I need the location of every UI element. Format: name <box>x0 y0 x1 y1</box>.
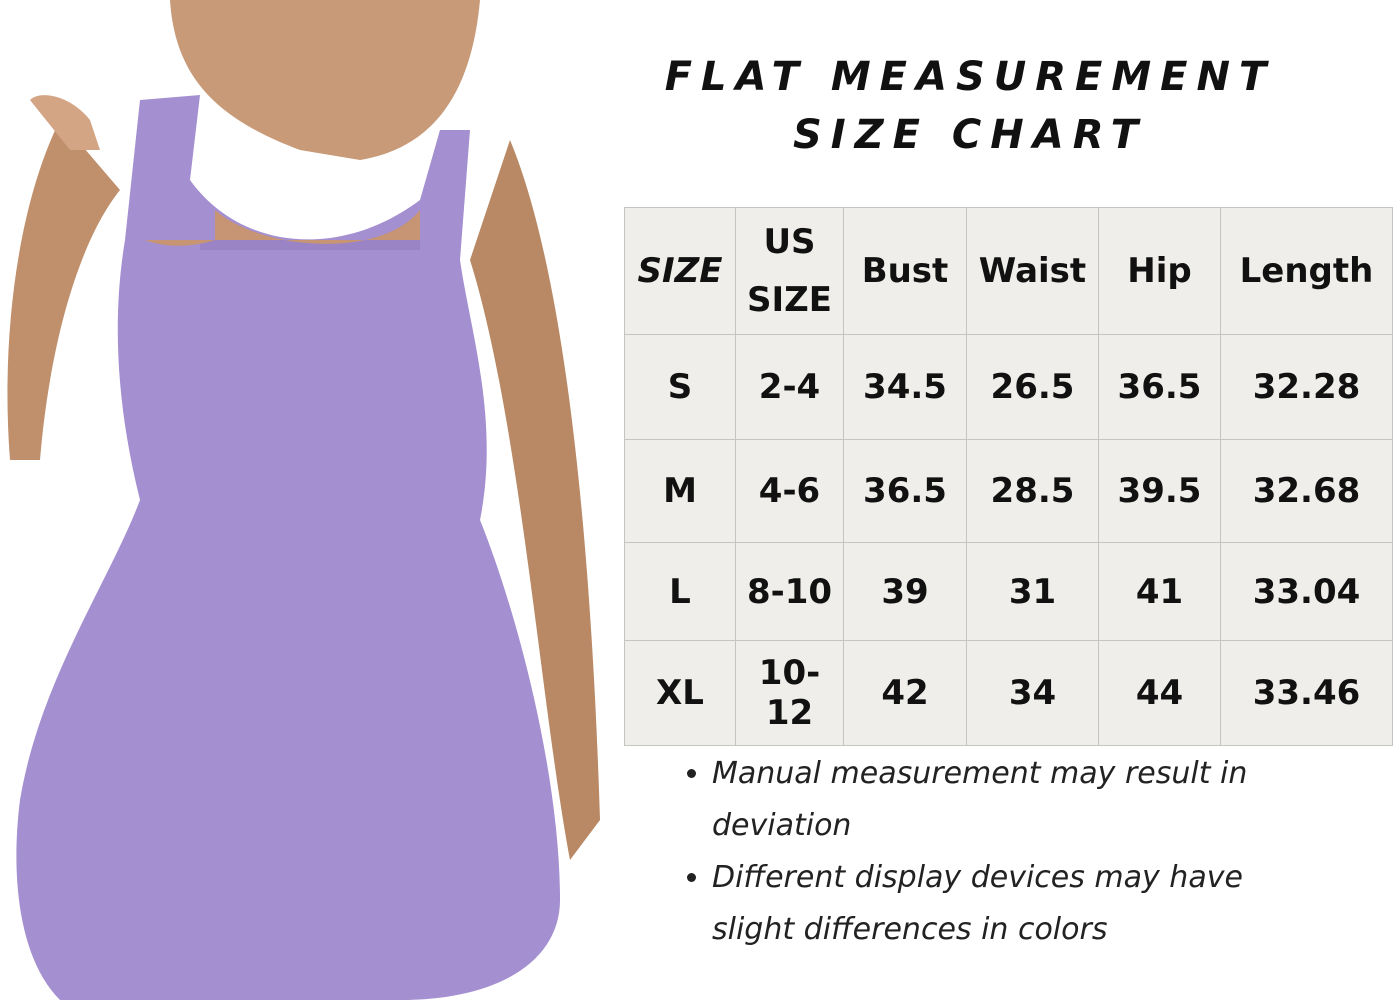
size-table: SIZE US SIZE Bust Waist Hip Length S 2-4 3… <box>624 207 1393 746</box>
cell: 41 <box>1098 542 1221 641</box>
cell: 32.28 <box>1220 334 1393 440</box>
cell: 2-4 <box>735 334 844 440</box>
cell: 4-6 <box>735 439 844 543</box>
header-size: SIZE <box>624 207 736 335</box>
header-bust: Bust <box>843 207 967 335</box>
table-row: XL 10-12 42 34 44 33.46 <box>624 640 1393 746</box>
cell: 26.5 <box>966 334 1099 440</box>
note-item: Manual measurement may result in deviati… <box>712 748 1332 852</box>
note-item: Different display devices may have sligh… <box>712 852 1332 956</box>
table-row: S 2-4 34.5 26.5 36.5 32.28 <box>624 334 1393 440</box>
cell: 36.5 <box>1098 334 1221 440</box>
cell: 42 <box>843 640 967 746</box>
table-header-row: SIZE US SIZE Bust Waist Hip Length <box>624 207 1393 335</box>
cell: 8-10 <box>735 542 844 641</box>
size-chart-title: FLAT MEASUREMENT SIZE CHART <box>640 48 1300 164</box>
cell: 33.46 <box>1220 640 1393 746</box>
table-row: L 8-10 39 31 41 33.04 <box>624 542 1393 641</box>
cell: 31 <box>966 542 1099 641</box>
cell: M <box>624 439 736 543</box>
cell: 34 <box>966 640 1099 746</box>
cell: 10-12 <box>735 640 844 746</box>
cell: L <box>624 542 736 641</box>
cell: 32.68 <box>1220 439 1393 543</box>
notes-list: Manual measurement may result in deviati… <box>680 748 1332 956</box>
header-waist: Waist <box>966 207 1099 335</box>
cell: S <box>624 334 736 440</box>
cell: 44 <box>1098 640 1221 746</box>
header-length: Length <box>1220 207 1393 335</box>
cell: XL <box>624 640 736 746</box>
cell: 39.5 <box>1098 439 1221 543</box>
title-line-1: FLAT MEASUREMENT <box>664 54 1276 100</box>
cell: 33.04 <box>1220 542 1393 641</box>
title-line-2: SIZE CHART <box>792 112 1148 158</box>
table-row: M 4-6 36.5 28.5 39.5 32.68 <box>624 439 1393 543</box>
cell: 34.5 <box>843 334 967 440</box>
header-hip: Hip <box>1098 207 1221 335</box>
cell: 39 <box>843 542 967 641</box>
cell: 36.5 <box>843 439 967 543</box>
product-photo-lavender-dress <box>0 0 620 1000</box>
cell: 28.5 <box>966 439 1099 543</box>
header-us-size: US SIZE <box>735 207 844 335</box>
